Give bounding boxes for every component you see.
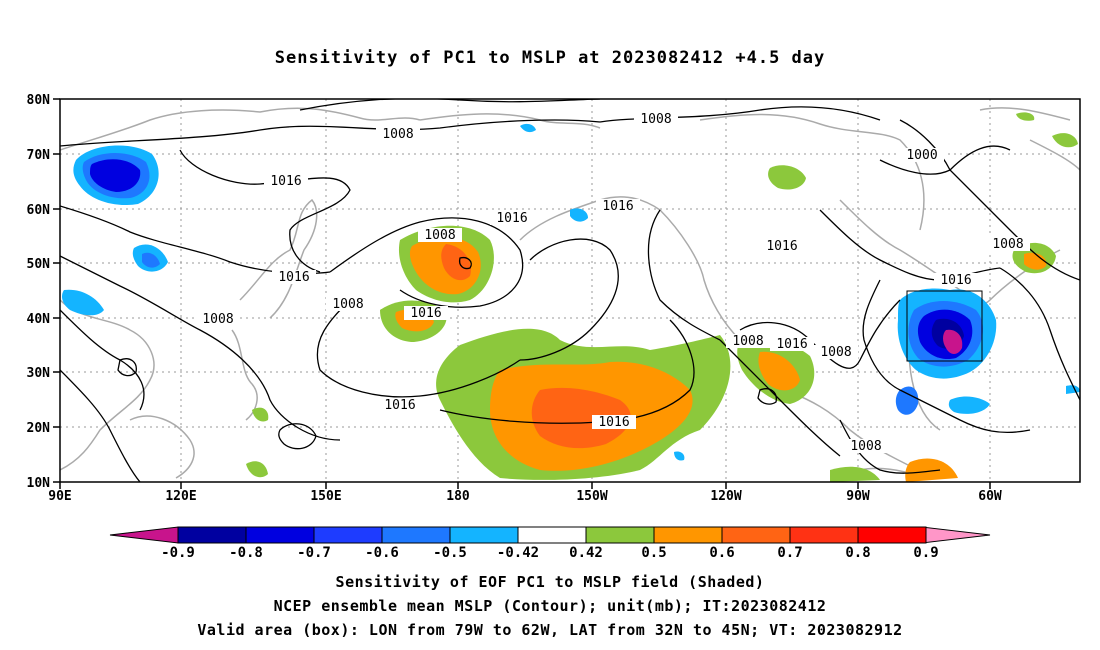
lat-label: 30N (27, 366, 51, 381)
colorbar-high-end (921, 526, 991, 544)
contour-label: 1008 (424, 228, 455, 243)
contour-label: 1016 (384, 398, 415, 413)
contour-label: 1008 (992, 237, 1023, 252)
colorbar-label: 0.42 (569, 545, 603, 561)
longitude-labels: 90E 120E 150E 180 150W 120W 90W 60W (48, 489, 1002, 504)
contour-label: 1008 (732, 334, 763, 349)
caption-line-2: NCEP ensemble mean MSLP (Contour); unit(… (273, 597, 827, 615)
lon-label: 120E (165, 489, 196, 504)
contour-labels: 1008 1008 1000 1016 1016 1016 1008 1016 … (196, 112, 1030, 454)
lat-label: 50N (27, 257, 51, 272)
colorbar-swatch (857, 526, 927, 544)
colorbar-swatch (789, 526, 859, 544)
lon-label: 90W (846, 489, 870, 504)
map-title: Sensitivity of PC1 to MSLP at 2023082412… (274, 48, 826, 68)
contour-label: 1016 (602, 199, 633, 214)
lat-label: 20N (27, 421, 51, 436)
contour-label: 1016 (410, 306, 441, 321)
contour-label: 1016 (776, 337, 807, 352)
lat-label: 10N (27, 476, 51, 491)
colorbar-label: 0.8 (845, 545, 870, 561)
caption-line-3: Valid area (box): LON from 79W to 62W, L… (197, 621, 903, 639)
colorbar-label: 0.6 (709, 545, 734, 561)
lat-label: 40N (27, 312, 51, 327)
contour-label: 1008 (382, 127, 413, 142)
colorbar-swatch (653, 526, 723, 544)
map-frame (59, 98, 1081, 483)
colorbar-swatch (313, 526, 383, 544)
contour-label: 1008 (640, 112, 671, 127)
colorbar-label: -0.9 (161, 545, 195, 561)
contour-label: 1008 (332, 297, 363, 312)
colorbar-label: 0.5 (641, 545, 666, 561)
lon-label: 120W (710, 489, 741, 504)
colorbar-swatch (449, 526, 519, 544)
colorbar-swatch (177, 526, 247, 544)
latitude-labels: 80N 70N 60N 50N 40N 30N 20N 10N (27, 93, 51, 491)
lon-label: 90E (48, 489, 71, 504)
lat-label: 70N (27, 148, 51, 163)
contour-label: 1016 (270, 174, 301, 189)
lat-label: 60N (27, 203, 51, 218)
valid-area-box (906, 290, 983, 362)
colorbar-label: -0.7 (297, 545, 331, 561)
caption-line-1: Sensitivity of EOF PC1 to MSLP field (Sh… (335, 573, 765, 591)
colorbar-swatch (245, 526, 315, 544)
lon-label: 180 (446, 489, 470, 504)
contour-label: 1000 (906, 148, 937, 163)
lon-label: 150W (576, 489, 607, 504)
contour-label: 1008 (850, 439, 881, 454)
colorbar-label: -0.42 (497, 545, 539, 561)
colorbar: -0.9 -0.8 -0.7 -0.6 -0.5 -0.42 0.42 0.5 0.6 0.7 0.… (109, 526, 991, 561)
axis-ticks (53, 98, 991, 489)
colorbar-swatch (381, 526, 451, 544)
lon-label: 60W (978, 489, 1002, 504)
colorbar-label: -0.5 (433, 545, 467, 561)
colorbar-label: 0.9 (913, 545, 938, 561)
contour-label: 1016 (598, 415, 629, 430)
contour-label: 1008 (820, 345, 851, 360)
colorbar-label: -0.8 (229, 545, 263, 561)
mslp-contours (60, 99, 1080, 482)
lat-label: 80N (27, 93, 51, 108)
colorbar-swatch (721, 526, 791, 544)
contour-label: 1008 (202, 312, 233, 327)
colorbar-label: 0.7 (777, 545, 802, 561)
lon-label: 150E (310, 489, 341, 504)
contour-label: 1016 (940, 273, 971, 288)
negative-sensitivity-shading (62, 123, 1080, 461)
colorbar-label: -0.6 (365, 545, 399, 561)
colorbar-low-end (109, 526, 179, 544)
contour-label: 1016 (766, 239, 797, 254)
contour-label: 1016 (278, 270, 309, 285)
colorbar-swatch (585, 526, 655, 544)
contour-label: 1016 (496, 211, 527, 226)
colorbar-swatch (517, 526, 587, 544)
